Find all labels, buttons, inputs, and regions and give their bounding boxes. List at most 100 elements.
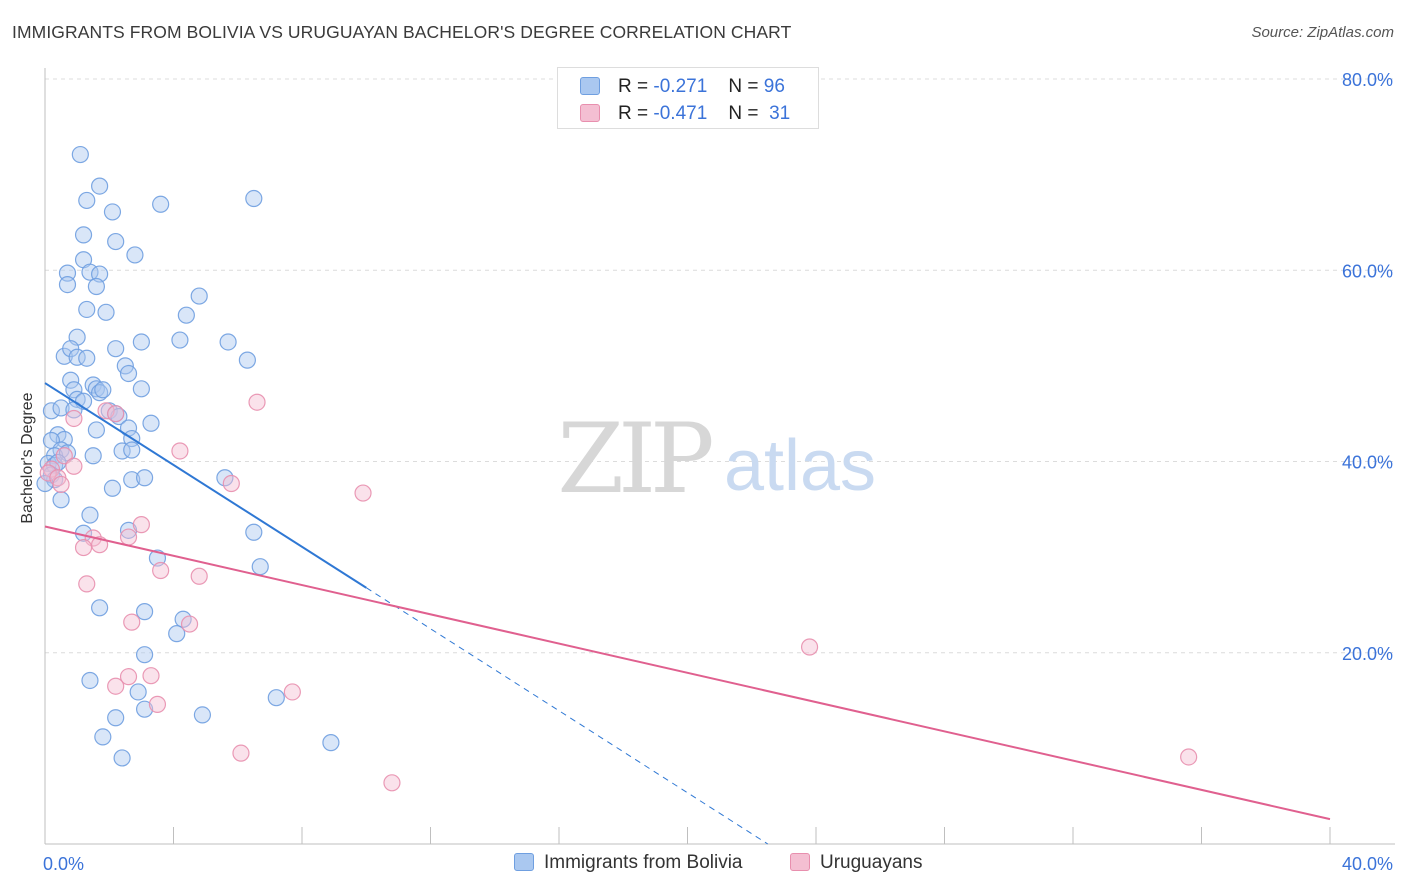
point-bolivia [251, 558, 269, 576]
point-bolivia [107, 709, 125, 727]
point-uruguayans [232, 744, 250, 762]
point-uruguayans [1180, 748, 1198, 766]
point-uruguayans [132, 516, 150, 534]
axes [44, 68, 1395, 845]
point-bolivia [238, 351, 256, 369]
point-bolivia [142, 414, 160, 432]
point-uruguayans [52, 475, 70, 494]
point-bolivia [135, 469, 154, 487]
point-bolivia [91, 177, 109, 195]
point-bolivia [267, 689, 285, 707]
point-bolivia [62, 371, 80, 389]
point-uruguayans [354, 484, 372, 502]
n-label: N = [728, 76, 759, 97]
point-bolivia [62, 340, 80, 358]
point-bolivia [216, 469, 234, 487]
point-bolivia [81, 506, 99, 524]
point-bolivia [91, 599, 109, 617]
point-bolivia [177, 306, 195, 324]
point-bolivia [94, 728, 112, 746]
point-bolivia [42, 402, 61, 420]
source-label: Source: ZipAtlas.com [1251, 24, 1394, 41]
watermark-atlas: atlas [724, 426, 876, 506]
point-bolivia [190, 287, 208, 305]
y-tick-label: 40.0% [1342, 453, 1393, 473]
point-bolivia [129, 683, 147, 701]
legend-item-uruguayans[interactable]: Uruguayans [790, 852, 922, 874]
n-value-bolivia: 96 [763, 76, 785, 97]
point-uruguayans [383, 774, 401, 792]
point-bolivia [74, 226, 93, 244]
point-uruguayans [180, 615, 199, 633]
stats-legend: R = -0.271 N = 96 R = -0.471 N = 31 [557, 67, 819, 129]
point-bolivia [126, 246, 144, 264]
y-tick-label: 20.0% [1342, 644, 1393, 664]
point-bolivia [94, 381, 112, 399]
point-bolivia [135, 700, 154, 718]
point-uruguayans [148, 695, 167, 713]
n-label: N = [728, 103, 759, 124]
point-bolivia [107, 232, 125, 251]
point-bolivia [113, 749, 131, 767]
point-uruguayans [800, 638, 819, 656]
point-bolivia [322, 734, 340, 752]
point-bolivia [97, 303, 115, 321]
tick-labels: 20.0% 40.0% 60.0% 80.0% 0.0% 40.0% [43, 70, 1393, 874]
point-uruguayans [190, 567, 208, 585]
point-bolivia [168, 625, 186, 643]
legend-swatch-bolivia [580, 77, 600, 95]
point-uruguayans [65, 409, 83, 428]
point-uruguayans [283, 683, 301, 701]
point-uruguayans [107, 405, 125, 423]
point-bolivia [58, 275, 77, 294]
point-bolivia [87, 421, 106, 439]
point-bolivia [78, 300, 96, 319]
point-bolivia [171, 331, 189, 349]
stats-text-bolivia: R = -0.271 N = 96 [618, 76, 785, 98]
n-value-uruguayans: 31 [769, 103, 791, 124]
legend-swatch-bolivia [514, 853, 534, 871]
point-bolivia [52, 399, 70, 417]
point-uruguayans [78, 575, 96, 593]
x-tick-label-min: 0.0% [43, 854, 84, 874]
point-bolivia [135, 603, 154, 621]
point-uruguayans [152, 561, 170, 580]
x-tick-label-max: 40.0% [1342, 854, 1393, 874]
point-bolivia [81, 671, 99, 690]
point-uruguayans [39, 464, 57, 482]
watermark: ZIP atlas [557, 403, 876, 515]
point-bolivia [123, 471, 141, 489]
legend-item-bolivia[interactable]: Immigrants from Bolivia [514, 852, 743, 874]
trend-lines [44, 382, 1331, 845]
point-bolivia [135, 646, 154, 664]
chart-title: IMMIGRANTS FROM BOLIVIA VS URUGUAYAN BAC… [12, 22, 792, 42]
point-bolivia [152, 195, 170, 213]
legend-swatch-uruguayans [580, 104, 600, 122]
point-bolivia [123, 441, 141, 459]
point-bolivia [91, 384, 109, 402]
point-uruguayans [97, 402, 115, 420]
point-bolivia [52, 491, 70, 509]
trend-line-bolivia [44, 382, 367, 589]
point-bolivia [71, 145, 89, 164]
y-tick-label: 80.0% [1342, 70, 1393, 90]
point-bolivia [219, 333, 237, 351]
point-uruguayans [119, 668, 138, 686]
point-bolivia [245, 189, 263, 208]
point-uruguayans [74, 538, 93, 557]
r-value-uruguayans: -0.471 [653, 103, 708, 124]
point-uruguayans [65, 457, 83, 475]
y-tick-label: 60.0% [1342, 261, 1393, 281]
point-uruguayans [123, 613, 141, 631]
point-uruguayans [119, 528, 138, 546]
point-uruguayans [55, 447, 73, 465]
r-label: R = [618, 76, 649, 97]
point-bolivia [107, 340, 125, 358]
legend-swatch-uruguayans [790, 853, 810, 871]
watermark-zip: ZIP [557, 403, 712, 515]
point-uruguayans [142, 667, 160, 685]
point-bolivia [87, 277, 106, 296]
point-bolivia [132, 380, 150, 398]
trend-line-bolivia-extension [365, 587, 769, 845]
point-bolivia [119, 364, 138, 383]
